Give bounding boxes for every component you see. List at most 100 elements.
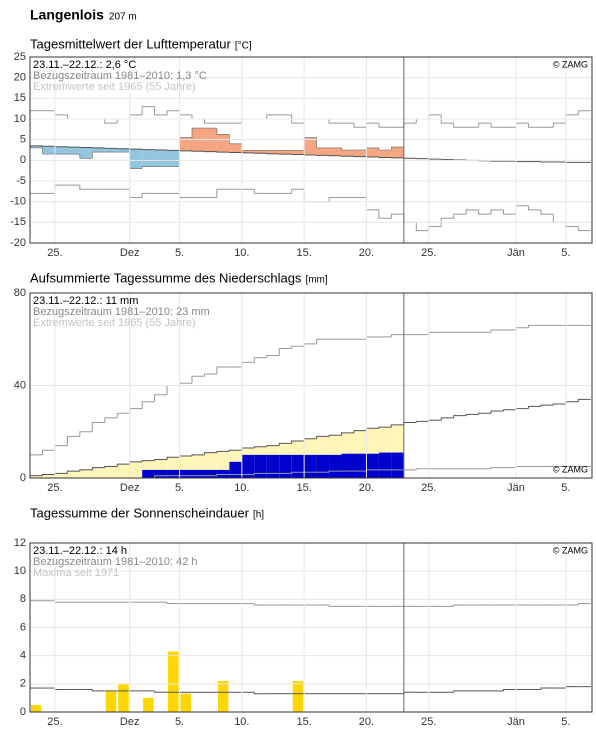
anomaly-bar [155, 150, 167, 167]
precip-area [329, 455, 341, 478]
deficit-area [92, 468, 104, 478]
precip-area [180, 470, 192, 478]
anomaly-bar [279, 150, 291, 154]
x-tick-label: 15. [296, 716, 311, 728]
y-tick-label: -5 [16, 175, 26, 187]
sunshine-bar [143, 698, 153, 712]
precip-area [192, 470, 204, 478]
x-tick-label: 10. [234, 482, 249, 494]
anomaly-bar [354, 150, 366, 157]
panel-unit: [h] [253, 510, 264, 521]
y-tick-label: 0 [20, 472, 26, 484]
deficit-area [279, 443, 291, 455]
y-tick-label: 25 [14, 51, 26, 63]
precip-area [142, 470, 154, 478]
deficit-area [342, 433, 354, 454]
deficit-area [317, 436, 329, 455]
x-tick-label: Jän [507, 716, 525, 728]
x-tick-label: Dez [120, 482, 140, 494]
anomaly-bar [342, 150, 354, 156]
deficit-area [80, 470, 92, 478]
x-tick-label: 25. [421, 482, 436, 494]
anomaly-bar [67, 147, 79, 154]
deficit-area [379, 427, 391, 452]
y-tick-label: 12 [14, 537, 26, 549]
deficit-area [42, 475, 54, 478]
y-tick-label: 10 [14, 113, 26, 125]
deficit-area [117, 464, 129, 478]
deficit-area [267, 446, 279, 455]
annotation: Extremwerte seit 1965 (55 Jahre) [33, 317, 196, 329]
anomaly-bar [304, 138, 316, 155]
precip-area [366, 454, 378, 478]
anomaly-bar [142, 150, 154, 167]
deficit-area [130, 462, 142, 478]
sunshine-bar [293, 681, 303, 712]
precip-area [254, 455, 266, 478]
y-tick-label: 40 [14, 379, 26, 391]
x-tick-label: Dez [120, 247, 140, 259]
x-tick-label: 10. [234, 716, 249, 728]
panel-title: Tagesmittelwert der Lufttemperatur [30, 36, 232, 51]
panel-unit: [mm] [305, 275, 327, 286]
anomaly-bar [92, 148, 104, 152]
x-tick-label: 15. [296, 247, 311, 259]
x-tick-label: 10. [234, 247, 249, 259]
deficit-area [105, 466, 117, 478]
x-tick-label: 5. [561, 247, 570, 259]
annotation: Extremwerte seit 1965 (55 Jahre) [33, 81, 196, 93]
y-tick-label: 0 [20, 706, 26, 718]
anomaly-bar [130, 149, 142, 168]
x-tick-label: 25. [47, 247, 62, 259]
anomaly-bar [379, 150, 391, 157]
x-tick-label: 5. [175, 482, 184, 494]
x-tick-label: 25. [47, 482, 62, 494]
copyright: © ZAMG [553, 545, 588, 555]
precip-area [204, 470, 216, 478]
y-tick-label: 4 [20, 650, 26, 662]
deficit-area [142, 461, 154, 470]
panel-unit: [°C] [235, 41, 252, 52]
deficit-area [180, 456, 192, 470]
precip-area [155, 470, 167, 478]
x-tick-label: 20. [359, 247, 374, 259]
anomaly-bar [167, 150, 179, 166]
anomaly-bar [105, 148, 117, 152]
anomaly-bar [292, 150, 304, 154]
x-tick-label: 5. [561, 482, 570, 494]
annotation: Maxima seit 1971 [33, 567, 119, 579]
x-tick-label: Jän [507, 247, 525, 259]
deficit-area [217, 451, 229, 470]
deficit-area [366, 428, 378, 453]
x-tick-label: 15. [296, 482, 311, 494]
y-tick-label: 80 [14, 287, 26, 299]
panel-title: Tagessumme der Sonnenscheindauer [30, 505, 250, 520]
deficit-area [67, 471, 79, 478]
anomaly-bar [42, 146, 54, 154]
station-elevation: 207 m [109, 12, 137, 23]
deficit-area [55, 473, 67, 478]
x-tick-label: Dez [120, 716, 140, 728]
y-tick-label: 20 [14, 72, 26, 84]
anomaly-bar [366, 148, 378, 157]
precip-area [391, 453, 403, 478]
deficit-area [254, 447, 266, 455]
anomaly-bar [80, 148, 92, 159]
x-tick-label: 25. [421, 247, 436, 259]
deficit-area [292, 441, 304, 455]
precip-area [217, 470, 229, 478]
deficit-area [354, 431, 366, 454]
y-tick-label: -20 [10, 237, 26, 249]
y-tick-label: 6 [20, 621, 26, 633]
sunshine-bar [168, 651, 178, 712]
y-tick-label: 0 [20, 154, 26, 166]
x-tick-label: Jän [507, 482, 525, 494]
deficit-area [304, 439, 316, 455]
sunshine-bar [118, 684, 128, 712]
precip-area [304, 455, 316, 478]
copyright: © ZAMG [553, 59, 588, 69]
y-tick-label: 8 [20, 593, 26, 605]
x-tick-label: 20. [359, 716, 374, 728]
anomaly-bar [217, 134, 229, 152]
